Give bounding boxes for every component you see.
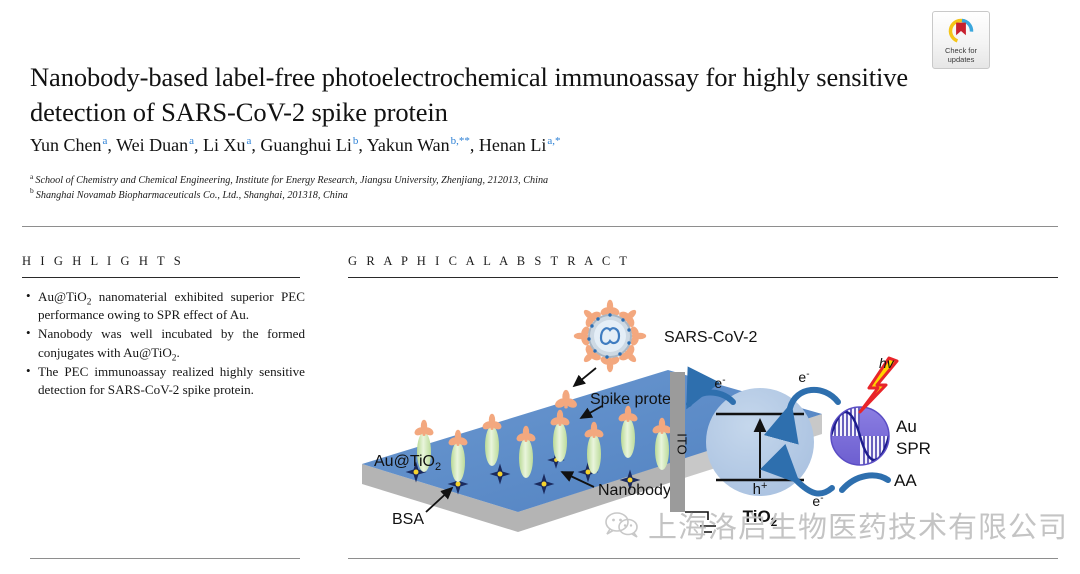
graphical-abstract-svg: SARS-CoV-2 Spike protein Au@TiO2 BSA Nan… xyxy=(362,299,931,533)
highlights-list: Au@TiO2 nanomaterial exhibited superior … xyxy=(25,287,305,400)
graphical-abstract-divider xyxy=(348,277,1058,278)
author-2-mark: a xyxy=(189,135,194,147)
affiliation-a-mark: a xyxy=(30,171,34,181)
electron-label-1: e- xyxy=(714,375,725,391)
affiliation-list: a School of Chemistry and Chemical Engine… xyxy=(30,171,890,204)
author-5[interactable]: Yakun Wanb,** xyxy=(366,135,470,155)
highlights-heading: H I G H L I G H T S xyxy=(22,254,184,268)
arrow-electron-from-au xyxy=(763,386,841,445)
wechat-icon xyxy=(605,512,638,538)
graphical-abstract-heading: G R A P H I C A L A B S T R A C T xyxy=(348,254,630,268)
author-5-mark: b,** xyxy=(450,135,470,147)
nanobody-capsule xyxy=(417,432,431,472)
electron-label-2: e- xyxy=(798,369,809,385)
author-2[interactable]: Wei Duana xyxy=(116,135,194,155)
graphical-abstract-bottom-divider xyxy=(348,558,1058,559)
highlight-item-1: Au@TiO2 nanomaterial exhibited superior … xyxy=(25,287,305,324)
highlight-item-2: Nanobody was well incubated by the forme… xyxy=(25,324,305,363)
arrow-virus-to-spike xyxy=(572,367,597,388)
affiliation-b: b Shanghai Novamab Biopharmaceuticals Co.… xyxy=(30,186,890,204)
circuit-ground xyxy=(685,511,716,533)
affiliation-b-mark: b xyxy=(30,186,34,196)
watermark: 上海洛启生物医药技术有限公司 xyxy=(604,504,1068,546)
substrate-label: Au@TiO2 xyxy=(374,453,441,473)
arrow-hole-scavenge xyxy=(759,443,835,497)
virion-rna xyxy=(599,327,621,345)
graphical-abstract-figure: SARS-CoV-2 Spike protein Au@TiO2 BSA Nan… xyxy=(348,284,1058,552)
aa-label: AA xyxy=(894,471,917,490)
spike-protein xyxy=(413,419,435,438)
crossmark-line2: updates xyxy=(947,55,975,64)
affiliation-a: a School of Chemistry and Chemical Engine… xyxy=(30,171,890,189)
hv-label: hv xyxy=(879,355,895,371)
virion-membrane-dots xyxy=(587,313,631,359)
crossmark-line1: Check for xyxy=(944,46,978,55)
au-label: Au xyxy=(896,417,917,436)
author-list: Yun Chena, Wei Duana, Li Xua, Guanghui L… xyxy=(30,135,561,155)
spike-protein-label: Spike protein xyxy=(590,391,683,408)
virion-lumen xyxy=(594,320,626,352)
ito-electrode xyxy=(670,372,685,512)
virus-label: SARS-CoV-2 xyxy=(664,329,757,346)
author-1-mark: a xyxy=(102,135,108,147)
header-divider xyxy=(22,226,1058,227)
au-spr-particle xyxy=(830,406,890,466)
crossmark-badge[interactable]: Check for updates xyxy=(932,11,990,69)
author-6-mark: a,* xyxy=(547,135,561,147)
author-6[interactable]: Henan Lia,* xyxy=(478,135,561,155)
highlights-divider xyxy=(22,277,300,278)
arrow-bsa xyxy=(425,486,454,513)
author-4[interactable]: Guanghui Lib xyxy=(260,135,359,155)
bsa-label: BSA xyxy=(392,511,424,528)
hole-label: h+ xyxy=(753,480,768,498)
ito-label: ITO xyxy=(675,433,690,454)
sars-cov-2-virion xyxy=(573,299,647,373)
bsa-molecules xyxy=(405,451,641,495)
nanobody-label: Nanobody xyxy=(598,482,671,499)
author-3-mark: a xyxy=(246,135,252,147)
arrow-spike-to-surface xyxy=(579,405,603,419)
spr-label: SPR xyxy=(896,439,931,458)
crossmark-logo-icon xyxy=(948,18,974,44)
crossmark-label: Check for updates xyxy=(945,46,977,64)
arrow-aa-donation xyxy=(839,472,891,493)
light-excitation-bolt xyxy=(858,356,899,414)
bound-nanobody-spike-array xyxy=(413,405,673,482)
electron-label-3: e- xyxy=(812,493,823,509)
author-1[interactable]: Yun Chena xyxy=(30,135,108,155)
tio2-label: TiO2 xyxy=(743,507,778,529)
author-3[interactable]: Li Xua xyxy=(203,135,252,155)
highlight-item-3: The PEC immunoassay realized highly sens… xyxy=(25,362,305,399)
author-4-mark: b xyxy=(352,135,359,147)
substrate-side xyxy=(362,460,678,532)
arrow-nanobody xyxy=(560,471,595,488)
watermark-text: 上海洛启生物医药技术有限公司 xyxy=(648,512,1069,544)
affiliation-a-text: School of Chemistry and Chemical Enginee… xyxy=(35,175,549,186)
article-title: Nanobody-based label-free photoelectroch… xyxy=(30,61,909,127)
highlights-bottom-divider xyxy=(30,558,300,559)
arrow-electron-to-ito xyxy=(686,366,736,410)
affiliation-b-text: Shanghai Novamab Biopharmaceuticals Co.,… xyxy=(35,189,348,201)
